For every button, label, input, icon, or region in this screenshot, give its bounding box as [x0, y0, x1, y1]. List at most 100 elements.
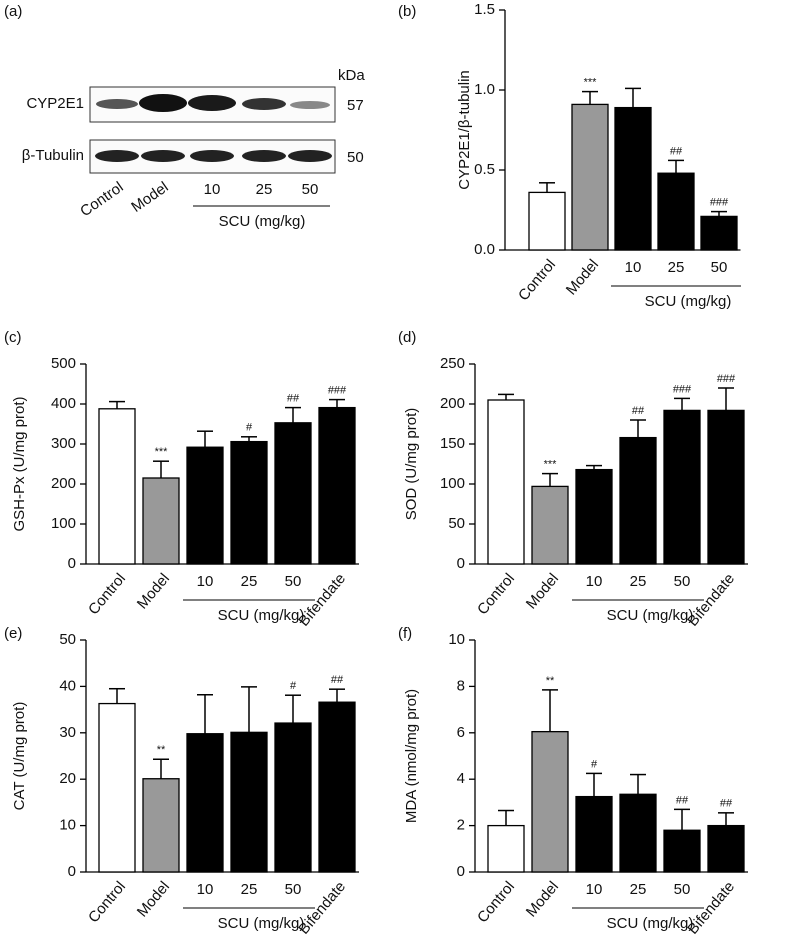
x-tick-label: 10	[197, 573, 214, 590]
x-tick-label: 50	[285, 881, 302, 898]
y-tick-label: 10	[59, 817, 76, 834]
group-label: SCU (mg/kg)	[645, 293, 732, 310]
annotation: **	[546, 675, 555, 687]
bar	[186, 733, 224, 873]
x-tick-label: 50	[674, 881, 691, 898]
x-tick-label: Model	[134, 878, 173, 920]
bands	[95, 94, 332, 162]
bar	[142, 778, 180, 873]
annotation: **	[157, 744, 166, 756]
bar	[230, 731, 268, 873]
x-tick-label: 50	[711, 259, 728, 276]
group-label: SCU (mg/kg)	[218, 607, 305, 624]
y-tick-label: 200	[51, 475, 76, 492]
bar	[657, 172, 695, 251]
y-tick-label: 500	[51, 355, 76, 372]
bar	[575, 795, 613, 873]
y-tick-label: 30	[59, 724, 76, 741]
y-tick-label: 20	[59, 770, 76, 787]
x-tick-label: Control	[515, 256, 559, 304]
annotation: #	[290, 680, 297, 692]
bar	[619, 436, 657, 565]
bar	[707, 824, 745, 873]
bar	[487, 824, 525, 873]
y-tick-label: 50	[59, 631, 76, 648]
panel-label: (e)	[4, 625, 22, 642]
x-tick-label: 10	[197, 881, 214, 898]
annotation: ##	[331, 674, 344, 686]
y-tick-label: 300	[51, 435, 76, 452]
x-tick-label: Model	[523, 878, 562, 920]
annotation: ##	[676, 794, 689, 806]
annotation: #	[246, 422, 253, 434]
y-tick-label: 150	[440, 435, 465, 452]
y-tick-label: 40	[59, 677, 76, 694]
y-tick-label: 0.5	[474, 161, 495, 178]
group-label: SCU (mg/kg)	[219, 213, 306, 230]
bar	[531, 485, 569, 565]
x-tick-label: 25	[630, 881, 647, 898]
y-tick-label: 400	[51, 395, 76, 412]
panel-label: (b)	[398, 3, 416, 20]
y-tick-label: 0	[457, 555, 465, 572]
y-tick-label: 250	[440, 355, 465, 372]
annotation: ##	[287, 393, 300, 405]
group-label: SCU (mg/kg)	[607, 607, 694, 624]
y-tick-label: 100	[51, 515, 76, 532]
y-tick-label: 200	[440, 395, 465, 412]
panel-label: (c)	[4, 329, 22, 346]
annotation: ###	[673, 383, 692, 395]
x-tick-label: 25	[630, 573, 647, 590]
y-tick-label: 6	[457, 724, 465, 741]
y-tick-label: 8	[457, 677, 465, 694]
bar	[487, 399, 525, 565]
lane-label: 25	[256, 181, 273, 198]
bar	[274, 422, 312, 565]
bar	[230, 440, 268, 565]
bar	[619, 793, 657, 873]
annotation: ***	[155, 446, 169, 458]
annotation: ##	[670, 145, 683, 157]
annotation: ***	[544, 459, 558, 471]
y-axis-label: CAT (U/mg prot)	[11, 702, 28, 811]
x-tick-label: 10	[625, 259, 642, 276]
bar	[318, 406, 356, 565]
x-tick-label: 25	[241, 881, 258, 898]
annotation: ##	[720, 798, 733, 810]
lane-label: Model	[128, 179, 171, 216]
bar	[274, 722, 312, 873]
bar	[700, 215, 738, 251]
x-tick-label: Control	[474, 878, 518, 926]
y-tick-label: 1.5	[474, 1, 495, 18]
lane-label: Control	[77, 179, 126, 221]
y-tick-label: 10	[448, 631, 465, 648]
annotation: ###	[328, 385, 347, 397]
y-tick-label: 0	[68, 555, 76, 572]
y-tick-label: 0	[457, 863, 465, 880]
x-tick-label: Control	[85, 570, 129, 618]
bar	[186, 446, 224, 565]
y-tick-label: 0.0	[474, 241, 495, 258]
y-tick-label: 100	[440, 475, 465, 492]
bar	[531, 730, 569, 873]
bar	[142, 477, 180, 565]
bar	[571, 103, 609, 251]
y-axis-label: CYP2E1/β-tubulin	[456, 70, 473, 190]
bar	[663, 829, 701, 873]
lane-label: 10	[204, 181, 221, 198]
x-tick-label: 50	[674, 573, 691, 590]
bar	[707, 409, 745, 565]
bar	[575, 468, 613, 565]
panel-label: (d)	[398, 329, 416, 346]
x-tick-label: 25	[668, 259, 685, 276]
y-tick-label: 1.0	[474, 81, 495, 98]
y-tick-label: 2	[457, 817, 465, 834]
bar	[98, 408, 136, 565]
group-label: SCU (mg/kg)	[607, 915, 694, 932]
row-label: CYP2E1	[26, 95, 84, 112]
x-tick-label: Model	[134, 570, 173, 612]
annotation: ***	[584, 77, 598, 89]
y-axis-label: SOD (U/mg prot)	[403, 408, 420, 521]
x-tick-label: Model	[563, 256, 602, 298]
